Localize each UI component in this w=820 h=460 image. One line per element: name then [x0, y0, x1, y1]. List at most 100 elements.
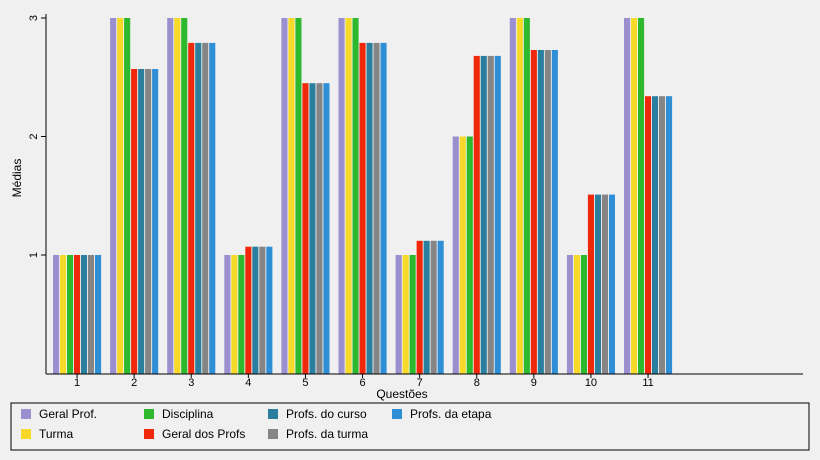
bar-q2-s7 — [152, 69, 159, 374]
bar-q11-s3 — [638, 18, 645, 374]
bar-q11-s4 — [645, 96, 652, 374]
legend-label: Disciplina — [162, 407, 214, 421]
y-ticks: 1 2 3 — [28, 15, 46, 258]
bar-q7-s2 — [402, 255, 409, 374]
x-tick-label: 8 — [474, 377, 480, 389]
bar-q8-s2 — [459, 136, 466, 374]
legend-label: Profs. da turma — [286, 427, 368, 441]
legend-label: Geral Prof. — [39, 407, 97, 421]
bar-q1-s4 — [74, 255, 81, 374]
bar-q1-s1 — [53, 255, 60, 374]
bar-q6-s2 — [345, 18, 352, 374]
y-tick-label: 3 — [28, 15, 40, 21]
bar-q5-s4 — [302, 83, 309, 374]
bar-q5-s7 — [323, 83, 330, 374]
y-tick-label: 1 — [28, 252, 40, 258]
bar-q9-s7 — [551, 50, 558, 374]
bar-q7-s4 — [416, 240, 423, 374]
bar-q3-s1 — [167, 18, 174, 374]
bar-q7-s3 — [409, 255, 416, 374]
x-tick-label: 10 — [585, 377, 597, 389]
bar-q3-s7 — [209, 42, 216, 375]
bar-q2-s1 — [110, 18, 117, 374]
x-tick-label: 1 — [74, 377, 80, 389]
bar-q5-s5 — [309, 83, 316, 374]
bar-q7-s1 — [395, 255, 402, 374]
bar-q11-s6 — [659, 96, 666, 374]
bar-q10-s1 — [566, 255, 573, 374]
legend-swatch — [144, 429, 154, 439]
y-tick-label: 2 — [28, 133, 40, 139]
bar-q10-s5 — [594, 194, 601, 374]
bar-q4-s4 — [245, 246, 252, 374]
bar-q9-s3 — [523, 18, 530, 374]
bar-q9-s6 — [544, 50, 551, 374]
bar-q8-s5 — [480, 55, 487, 375]
bar-q5-s3 — [295, 18, 302, 374]
bar-q11-s1 — [624, 18, 631, 374]
bar-q3-s4 — [188, 42, 195, 375]
bar-q8-s4 — [473, 55, 480, 375]
legend-swatch — [268, 409, 278, 419]
x-tick-label: 4 — [245, 377, 251, 389]
x-tick-label: 6 — [359, 377, 365, 389]
bar-q10-s3 — [580, 255, 587, 374]
x-tick-label: 7 — [417, 377, 423, 389]
bar-q5-s2 — [288, 18, 295, 374]
bar-q7-s7 — [437, 240, 444, 374]
bar-q8-s7 — [494, 55, 501, 375]
x-tick-label: 3 — [188, 377, 194, 389]
legend: Geral Prof. Turma Disciplina Geral dos Prof… — [21, 407, 492, 441]
bar-q3-s2 — [174, 18, 181, 374]
bar-q9-s2 — [516, 18, 523, 374]
bar-q10-s7 — [608, 194, 615, 374]
legend-swatch — [21, 409, 31, 419]
legend-label: Geral dos Profs — [162, 427, 245, 441]
bar-q2-s4 — [131, 69, 138, 374]
bar-q2-s5 — [138, 69, 145, 374]
bar-q7-s5 — [423, 240, 430, 374]
bar-q1-s5 — [81, 255, 88, 374]
bar-q3-s3 — [181, 18, 188, 374]
bar-q1-s3 — [67, 255, 74, 374]
bar-q10-s2 — [573, 255, 580, 374]
bar-q6-s6 — [373, 42, 380, 375]
bar-q5-s6 — [316, 83, 323, 374]
legend-swatch — [144, 409, 154, 419]
bar-q4-s3 — [238, 255, 245, 374]
bar-q3-s5 — [195, 42, 202, 375]
bar-q9-s5 — [537, 50, 544, 374]
legend-label: Profs. da etapa — [410, 407, 492, 421]
bar-q9-s4 — [530, 50, 537, 374]
bar-q6-s7 — [380, 42, 387, 375]
bar-q2-s6 — [145, 69, 152, 374]
bar-q4-s1 — [224, 255, 231, 374]
bar-q6-s3 — [352, 18, 359, 374]
legend-swatch — [21, 429, 31, 439]
bar-q8-s1 — [452, 136, 459, 374]
bar-q2-s3 — [124, 18, 131, 374]
legend-swatch — [392, 409, 402, 419]
x-tick-label: 9 — [531, 377, 537, 389]
bar-q9-s1 — [509, 18, 516, 374]
bar-q1-s2 — [60, 255, 67, 374]
bar-q8-s3 — [466, 136, 473, 374]
bar-q4-s5 — [252, 246, 259, 374]
bar-q6-s1 — [338, 18, 345, 374]
bar-q1-s6 — [88, 255, 95, 374]
x-axis-label: Questões — [376, 387, 427, 401]
bar-q1-s7 — [95, 255, 102, 374]
bar-q3-s6 — [202, 42, 209, 375]
x-tick-label: 2 — [131, 377, 137, 389]
x-ticks: 1 2 3 4 5 6 7 8 9 10 11 — [74, 374, 654, 389]
bar-q2-s2 — [117, 18, 124, 374]
bar-q4-s6 — [259, 246, 266, 374]
bar-q7-s6 — [430, 240, 437, 374]
bar-q8-s6 — [487, 55, 494, 375]
bar-q5-s1 — [281, 18, 288, 374]
bar-q11-s5 — [652, 96, 659, 374]
bar-q10-s6 — [601, 194, 608, 374]
bar-q6-s5 — [366, 42, 373, 375]
